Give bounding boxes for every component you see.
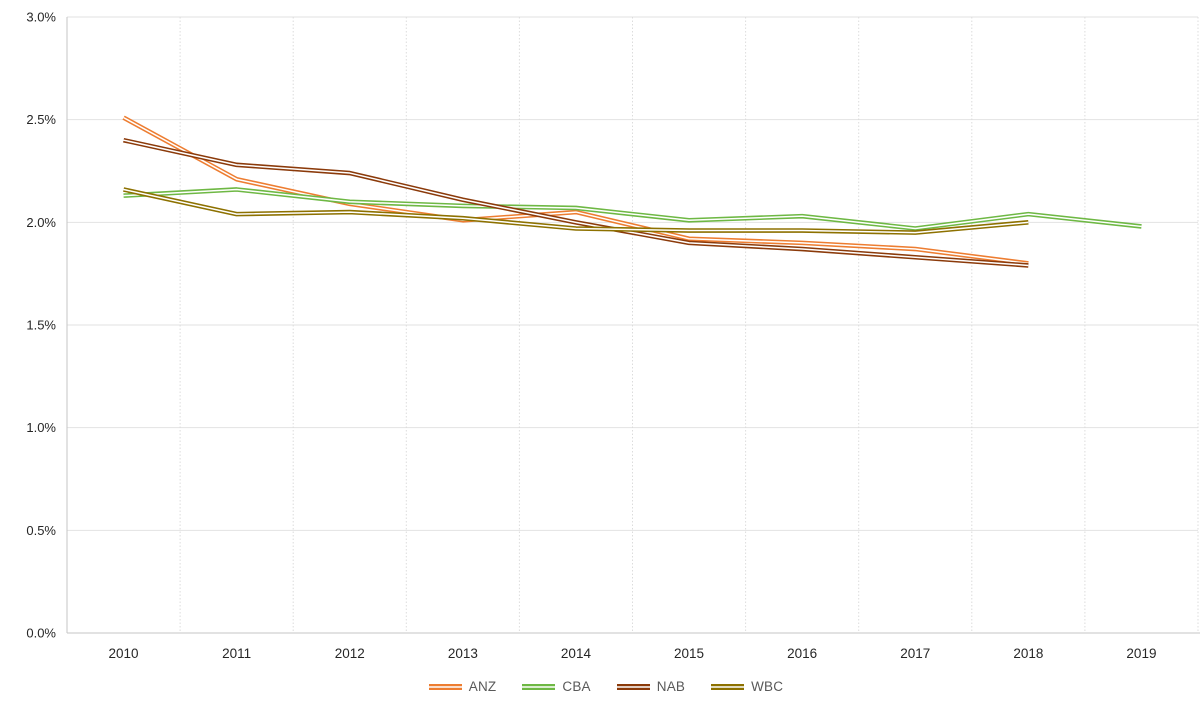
x-axis-tick-label: 2014 [561, 646, 592, 661]
y-axis-tick-label: 0.0% [26, 626, 56, 641]
y-axis-tick-label: 2.0% [26, 215, 56, 230]
legend-line-sample-anz [428, 683, 462, 690]
plot-area: 0.0% 0.5% 1.0% 1.5% 2.0% 2.5% 3.0% 2010 2011 2012… [26, 10, 1200, 661]
legend-label-wbc: WBC [751, 679, 784, 694]
legend-label-cba: CBA [562, 679, 591, 694]
x-axis-tick-label: 2017 [900, 646, 930, 661]
series-line-center-anz [123, 116, 1029, 265]
x-axis-tick-label: 2011 [222, 646, 251, 661]
chart-legend: ANZ CBA NAB WBC [6, 679, 1200, 694]
series-line-center-nab [123, 139, 1029, 267]
y-axis-tick-label: 0.5% [26, 523, 56, 538]
x-axis-tick-label: 2012 [335, 646, 365, 661]
legend-item-anz: ANZ [428, 679, 497, 694]
x-axis-tick-label: 2016 [787, 646, 817, 661]
x-axis-tick-label: 2019 [1126, 646, 1156, 661]
legend-line-sample-nab [616, 683, 650, 690]
series-line-center-cba [123, 188, 1142, 230]
y-axis-tick-label: 2.5% [26, 112, 56, 127]
x-axis-tick-label: 2013 [448, 646, 478, 661]
y-axis-tick-label: 1.0% [26, 420, 56, 435]
x-axis-tick-label: 2010 [109, 646, 139, 661]
y-axis-tick-label: 1.5% [26, 318, 56, 333]
legend-label-nab: NAB [656, 679, 686, 694]
legend-line-sample-wbc [711, 683, 745, 690]
legend-item-wbc: WBC [711, 679, 783, 694]
legend-item-nab: NAB [616, 679, 686, 694]
y-axis-tick-label: 3.0% [26, 10, 56, 25]
legend-item-cba: CBA [522, 679, 591, 694]
x-axis-tick-label: 2015 [674, 646, 704, 661]
x-axis-tick-label: 2018 [1013, 646, 1043, 661]
legend-line-sample-cba [522, 683, 556, 690]
series-line-center-wbc [123, 188, 1029, 234]
legend-label-anz: ANZ [468, 679, 497, 694]
